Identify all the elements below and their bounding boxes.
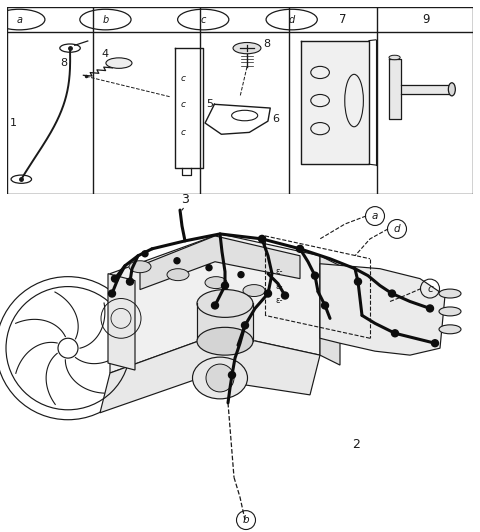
Text: d: d [288,14,295,24]
Text: 8: 8 [61,58,68,68]
Polygon shape [100,333,320,413]
Text: 2: 2 [352,438,360,451]
Text: 8: 8 [264,39,270,49]
Circle shape [259,236,265,243]
Text: 1: 1 [10,118,16,128]
Text: b: b [102,14,108,24]
Ellipse shape [439,289,461,298]
Circle shape [127,278,133,285]
Polygon shape [320,264,445,355]
Ellipse shape [439,307,461,316]
Circle shape [281,292,288,299]
Polygon shape [197,303,253,341]
Circle shape [221,282,228,289]
Circle shape [206,364,234,392]
Text: 5: 5 [206,99,214,109]
Circle shape [106,58,132,68]
Ellipse shape [448,83,456,96]
Text: 4: 4 [102,49,109,59]
Polygon shape [300,40,369,164]
Circle shape [233,43,261,54]
Text: ε-: ε- [275,267,283,276]
Circle shape [206,265,212,271]
Circle shape [297,245,303,252]
Circle shape [388,290,396,297]
Ellipse shape [197,289,253,318]
Text: 6: 6 [273,114,279,124]
Text: 7: 7 [339,13,346,26]
Text: c: c [180,100,185,109]
Text: c: c [427,284,433,294]
Ellipse shape [129,261,151,273]
Circle shape [142,251,148,257]
Text: d: d [394,224,400,234]
Circle shape [427,305,433,312]
Polygon shape [320,256,340,365]
Text: b: b [243,515,249,525]
Ellipse shape [192,357,248,399]
Text: ε-: ε- [275,281,283,290]
Circle shape [389,55,400,60]
Circle shape [355,278,361,285]
Ellipse shape [205,277,227,288]
Ellipse shape [439,325,461,334]
Polygon shape [108,273,135,370]
Circle shape [111,275,119,282]
Circle shape [228,371,236,378]
Text: c: c [180,73,185,82]
Circle shape [432,340,439,347]
Text: a: a [16,14,22,24]
Ellipse shape [243,285,265,296]
Circle shape [322,302,328,309]
Polygon shape [140,236,300,289]
Ellipse shape [167,269,189,280]
Circle shape [238,272,244,278]
Text: ε-: ε- [275,296,283,305]
Circle shape [174,258,180,264]
Text: 3: 3 [181,193,189,206]
Text: 9: 9 [422,13,430,26]
Polygon shape [389,60,401,119]
Text: c: c [201,14,206,24]
Ellipse shape [197,327,253,355]
Text: a: a [372,211,378,221]
Polygon shape [401,85,450,94]
Text: c: c [180,128,185,137]
Circle shape [108,290,116,297]
Circle shape [312,272,319,279]
Circle shape [212,302,218,309]
Polygon shape [110,234,320,373]
Circle shape [241,322,249,329]
Circle shape [264,290,272,297]
Circle shape [392,330,398,337]
